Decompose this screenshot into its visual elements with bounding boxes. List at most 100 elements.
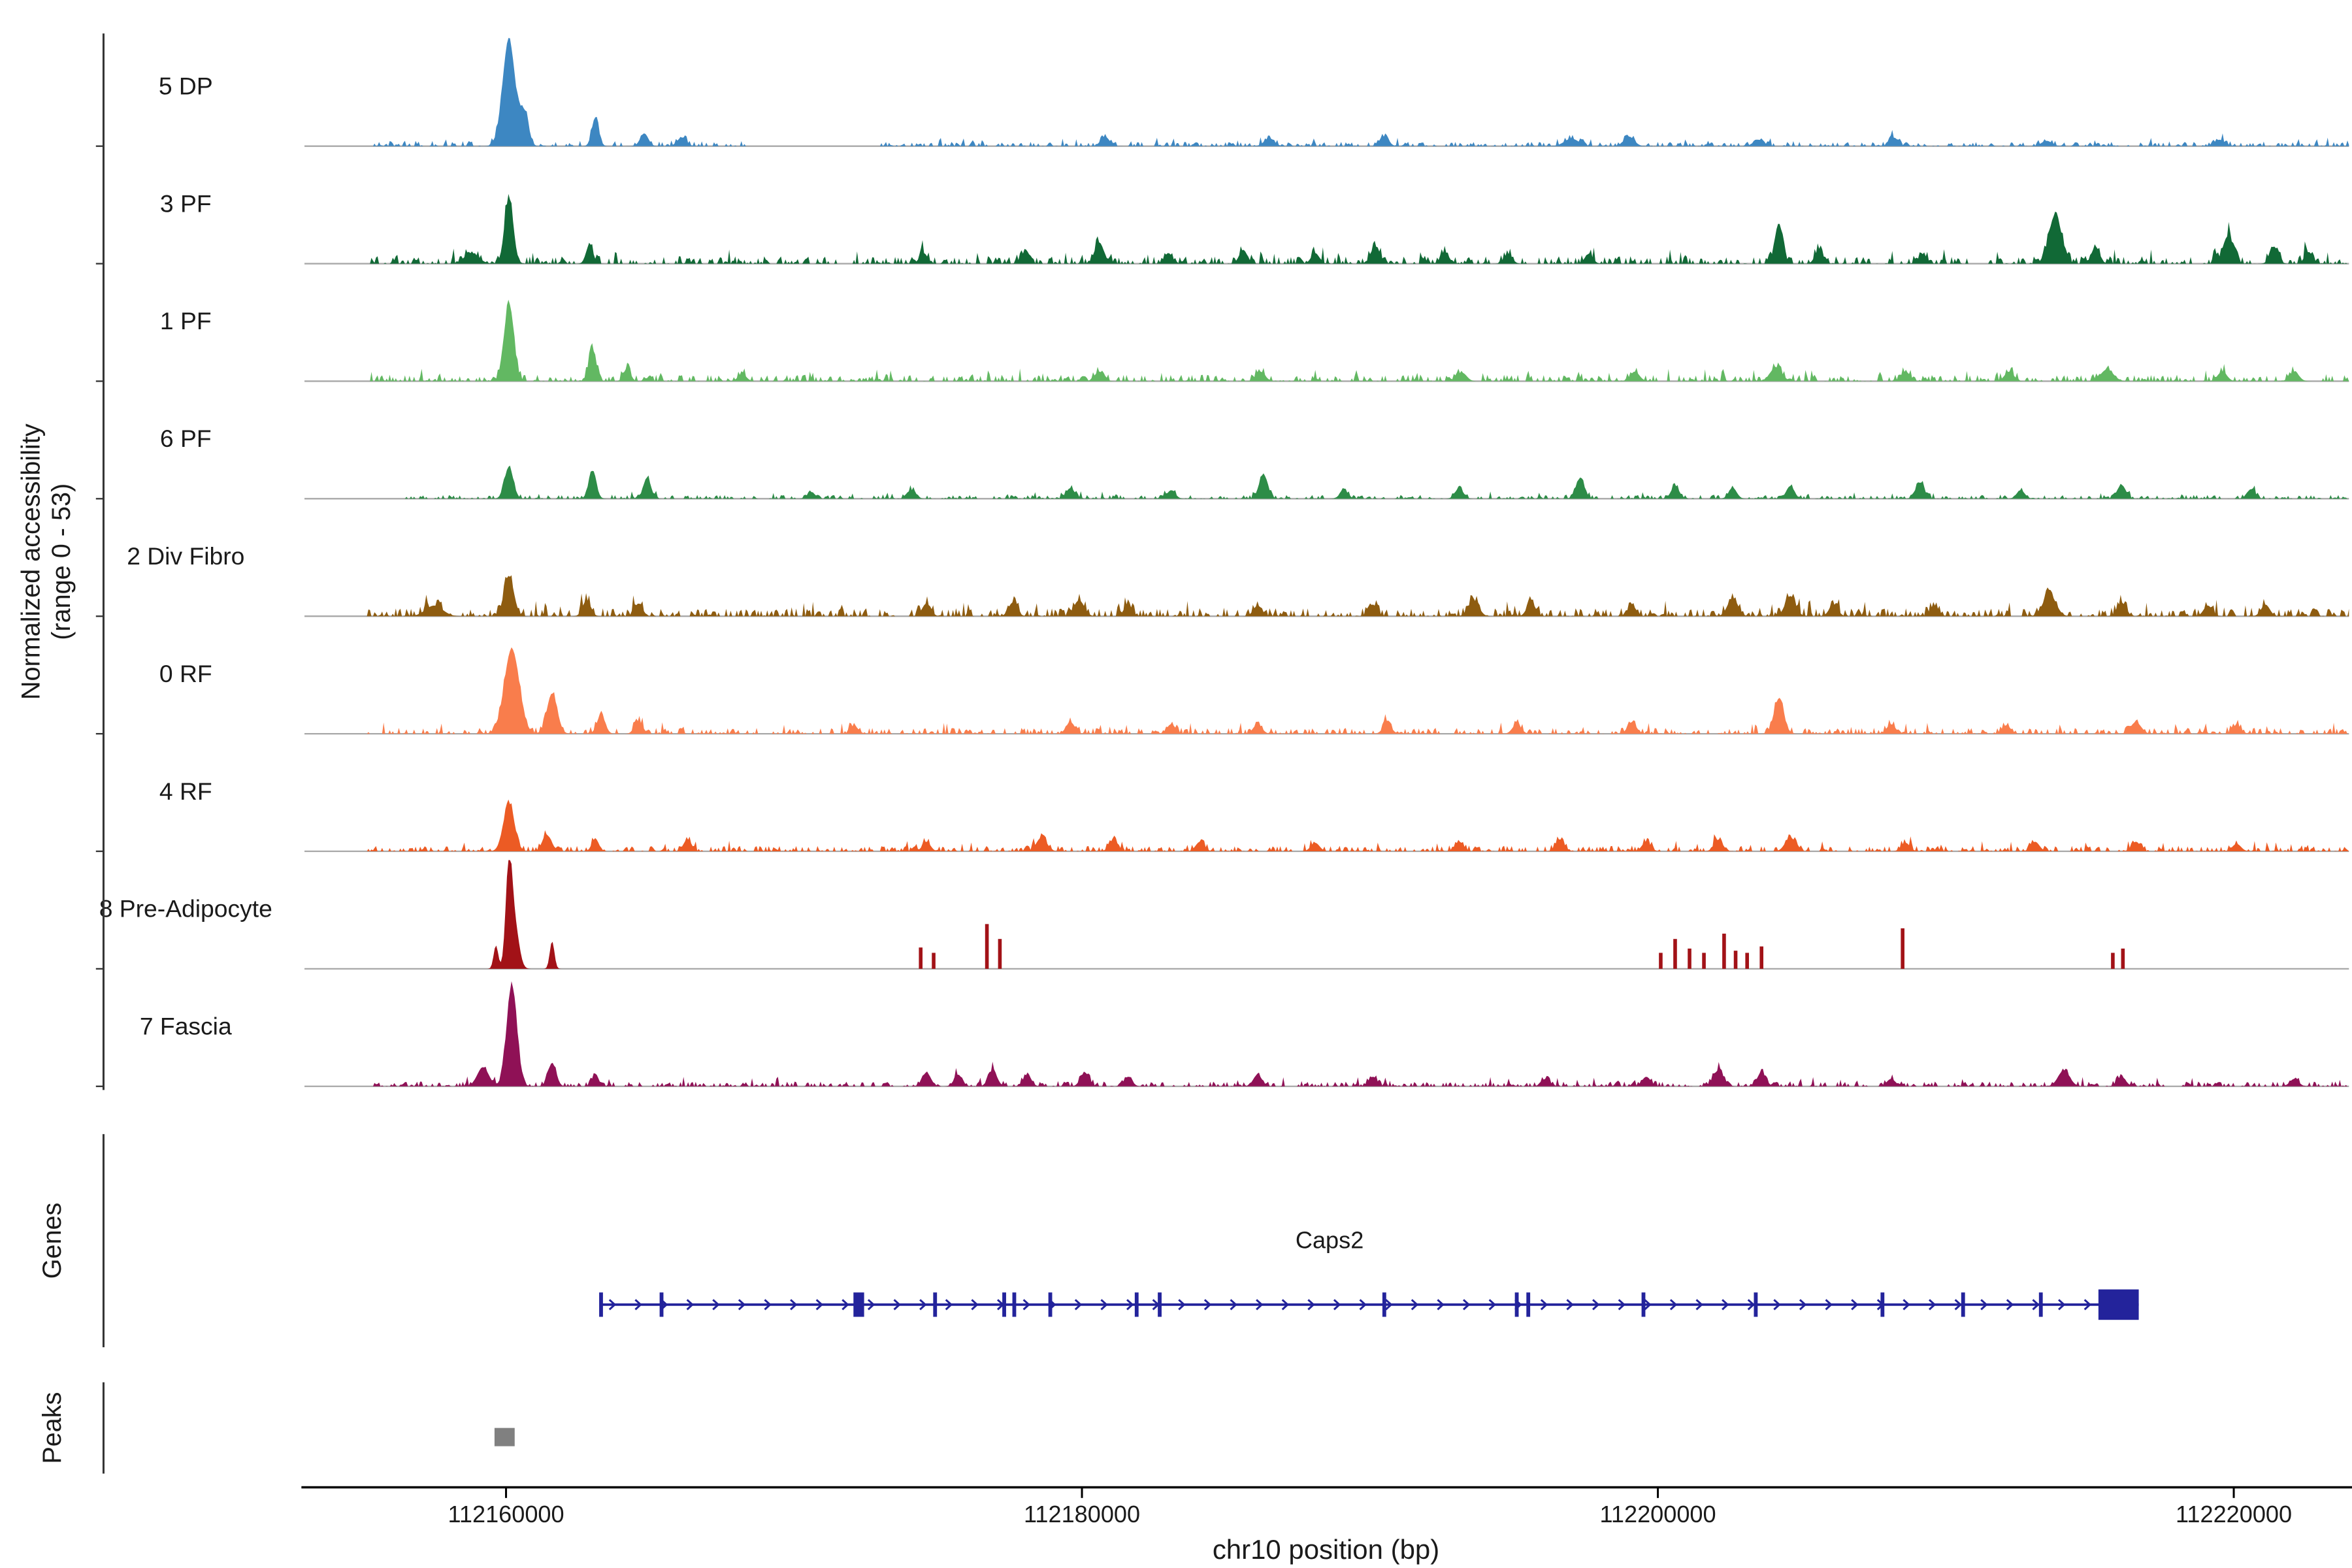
track-3-pf: [95, 193, 2349, 265]
gene-exon: [659, 1292, 664, 1317]
gene-exon: [853, 1292, 864, 1317]
strand-arrow-icon: [1903, 1299, 1910, 1311]
strand-arrow-icon: [1954, 1299, 1963, 1311]
track-label-7-fascia: 7 Fascia: [140, 1013, 232, 1040]
track-spike: [919, 947, 923, 969]
strand-arrow-icon: [841, 1299, 849, 1311]
track-label-1-pf: 1 PF: [160, 307, 212, 335]
gene-exon: [1526, 1292, 1531, 1317]
track-spike: [1659, 953, 1663, 969]
peak-region: [494, 1428, 515, 1446]
strand-arrow-icon: [1566, 1299, 1574, 1311]
gene-terminal-exon: [2098, 1289, 2139, 1320]
track-2-div-fibro: [95, 575, 2349, 617]
strand-arrow-icon: [1669, 1299, 1678, 1311]
track-label-3-pf: 3 PF: [160, 189, 212, 217]
gene-exon: [1641, 1292, 1646, 1317]
gene-exon: [933, 1292, 938, 1317]
strand-arrow-icon: [1333, 1299, 1341, 1311]
track-spike: [1722, 934, 1726, 969]
strand-arrow-icon: [712, 1299, 720, 1311]
strand-arrow-icon: [2083, 1299, 2092, 1311]
gene-exon: [1012, 1292, 1017, 1317]
gene-exon: [1382, 1292, 1386, 1317]
track-spike: [1901, 928, 1904, 969]
strand-arrow-icon: [1385, 1299, 1393, 1311]
strand-arrow-icon: [1100, 1299, 1108, 1311]
strand-arrow-icon: [1126, 1299, 1134, 1311]
track-spike: [1733, 951, 1738, 969]
strand-arrow-icon: [1281, 1299, 1290, 1311]
track-label-0-rf: 0 RF: [159, 660, 212, 687]
track-signal-2-div-fibro: [304, 575, 2349, 617]
strand-arrow-icon: [790, 1299, 798, 1311]
strand-arrow-icon: [815, 1299, 824, 1311]
strand-arrow-icon: [1825, 1299, 1833, 1311]
strand-arrow-icon: [738, 1299, 746, 1311]
track-spike: [2121, 948, 2125, 969]
gene-exon: [1002, 1292, 1006, 1317]
track-signal-6-pf: [304, 465, 2349, 499]
track-signal-4-rf: [304, 799, 2349, 851]
strand-arrow-icon: [1230, 1299, 1237, 1311]
track-4-rf: [95, 799, 2349, 853]
strand-arrow-icon: [2058, 1299, 2066, 1311]
track-signal-5-dp: [304, 38, 2349, 146]
strand-arrow-icon: [686, 1299, 694, 1311]
strand-arrow-icon: [1592, 1299, 1600, 1311]
track-signal-7-fascia: [304, 981, 2349, 1086]
strand-arrow-icon: [2006, 1299, 2014, 1311]
gene-name-label: Caps2: [1296, 1227, 1364, 1254]
strand-arrow-icon: [1722, 1299, 1729, 1311]
strand-arrow-icon: [919, 1299, 927, 1311]
strand-arrow-icon: [1307, 1299, 1315, 1311]
strand-arrow-icon: [1747, 1299, 1756, 1311]
strand-arrow-icon: [1773, 1299, 1781, 1311]
strand-arrow-icon: [1359, 1299, 1367, 1311]
y-axis-label-line2: (range 0 - 53): [47, 483, 76, 640]
strand-arrow-icon: [1074, 1299, 1083, 1311]
strand-arrow-icon: [893, 1299, 901, 1311]
peaks-section-label: Peaks: [38, 1392, 67, 1464]
gene-exon: [1048, 1292, 1053, 1317]
track-signal-3-pf: [304, 193, 2349, 264]
gene-exon: [1961, 1292, 1965, 1317]
track-label-2-div-fibro: 2 Div Fibro: [127, 542, 244, 570]
gene-exon: [1754, 1292, 1758, 1317]
strand-arrow-icon: [1928, 1299, 1936, 1311]
strand-arrow-icon: [634, 1299, 642, 1311]
track-0-rf: [95, 647, 2349, 735]
x-axis-title: chr10 position (bp): [1213, 1534, 1439, 1565]
strand-arrow-icon: [1695, 1299, 1703, 1311]
gene-exon: [1158, 1292, 1162, 1317]
strand-arrow-icon: [1618, 1299, 1626, 1311]
track-signal-1-pf: [304, 299, 2349, 382]
gene-exon: [1880, 1292, 1885, 1317]
x-tick-label-112180000: 112180000: [1024, 1501, 1140, 1527]
track-spike: [1702, 953, 1706, 969]
track-signal-8-pre-adipocyte: [304, 860, 2349, 969]
strand-arrow-icon: [1411, 1299, 1419, 1311]
strand-arrow-icon: [1203, 1299, 1212, 1311]
gene-model-caps2: [599, 1289, 2139, 1320]
x-tick-label-112220000: 112220000: [2176, 1501, 2292, 1527]
strand-arrow-icon: [1851, 1299, 1859, 1311]
track-5-dp: [95, 38, 2349, 147]
strand-arrow-icon: [1488, 1299, 1497, 1311]
x-tick-label-112160000: 112160000: [448, 1501, 564, 1527]
strand-arrow-icon: [1644, 1299, 1652, 1311]
track-label-5-dp: 5 DP: [159, 72, 213, 99]
track-label-8-pre-adipocyte: 8 Pre-Adipocyte: [99, 895, 272, 923]
strand-arrow-icon: [1980, 1299, 1988, 1311]
track-spike: [1759, 946, 1764, 969]
strand-arrow-icon: [2032, 1299, 2040, 1311]
strand-arrow-icon: [1022, 1299, 1030, 1311]
track-spike: [1673, 939, 1677, 969]
strand-arrow-icon: [608, 1299, 617, 1311]
track-spike: [1688, 948, 1691, 969]
strand-arrow-icon: [1256, 1299, 1264, 1311]
gene-exon: [2038, 1292, 2043, 1317]
strand-arrow-icon: [867, 1299, 875, 1311]
